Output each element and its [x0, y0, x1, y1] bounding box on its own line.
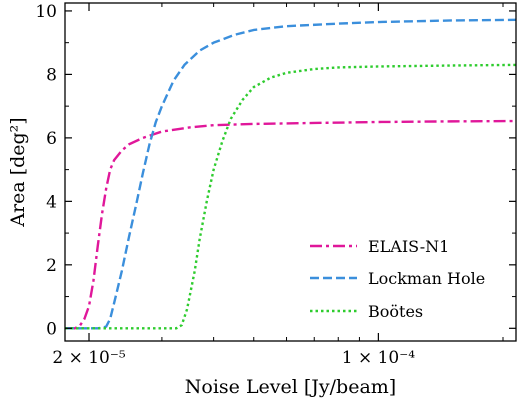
series-line-bo-tes: [65, 63, 516, 330]
x-axis-label: Noise Level [Jy/beam]: [185, 376, 396, 398]
y-tick-label: 0: [46, 319, 57, 339]
ticks-layer: 0 2 4 6 8 10 2 × 10⁻⁵ 1 × 10⁻⁴: [35, 2, 516, 368]
y-tick-label: 8: [46, 65, 57, 85]
series-line-elais-n1: [65, 119, 516, 330]
y-axis-label: Area [deg²]: [7, 117, 29, 227]
plot-frame: [64, 2, 517, 342]
x-tick-label: 2 × 10⁻⁵: [52, 348, 125, 368]
legend-label: Boötes: [368, 302, 423, 321]
y-tick-label: 10: [35, 2, 57, 22]
series-line-lockman-hole: [65, 18, 516, 330]
legend-label: ELAIS-N1: [368, 237, 449, 256]
legend-label: Lockman Hole: [368, 269, 485, 288]
y-tick-label: 2: [46, 256, 57, 276]
y-tick-label: 6: [46, 129, 57, 149]
legend: ELAIS-N1 Lockman Hole Boötes: [310, 237, 485, 321]
series-layer: [65, 18, 516, 330]
y-tick-label: 4: [46, 192, 57, 212]
x-tick-label: 1 × 10⁻⁴: [342, 348, 415, 368]
